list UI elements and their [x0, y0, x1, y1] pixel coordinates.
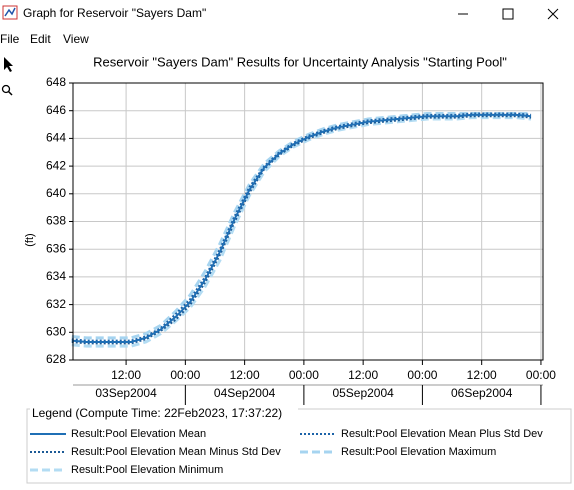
legend-label: Result:Pool Elevation Minimum: [71, 464, 223, 476]
legend-label: Result:Pool Elevation Mean Minus Std Dev: [71, 446, 281, 458]
series-line: [71, 116, 532, 348]
y-tick-label: 642: [46, 158, 66, 172]
series-line: [71, 111, 532, 340]
x-tick-label: 00:00: [289, 368, 319, 382]
y-tick-label: 634: [46, 269, 66, 283]
menu-edit[interactable]: Edit: [30, 32, 51, 46]
y-axis-label: (ft): [24, 233, 36, 246]
x-date-label: 03Sep2004: [95, 386, 157, 400]
x-date-label: 06Sep2004: [451, 386, 513, 400]
y-tick-label: 638: [46, 214, 66, 228]
series-line: [71, 113, 532, 343]
x-tick-label: 12:00: [467, 368, 497, 382]
menu-view[interactable]: View: [63, 32, 89, 46]
plot-frame: [72, 82, 544, 361]
series-line: [71, 112, 532, 342]
close-button[interactable]: [547, 8, 559, 20]
window-title: Graph for Reservoir "Sayers Dam": [23, 6, 206, 20]
y-tick-label: 640: [46, 186, 66, 200]
legend-box: [26, 408, 572, 484]
legend-label: Result:Pool Elevation Maximum: [341, 446, 496, 458]
legend-title: Legend (Compute Time: 22Feb2023, 17:37:2…: [32, 406, 282, 420]
zoom-tool-handle: [7, 90, 13, 96]
legend-title-bg: [30, 406, 298, 420]
x-tick-label: 12:00: [348, 368, 378, 382]
x-date-label: 05Sep2004: [332, 386, 394, 400]
menu-file[interactable]: File: [0, 32, 20, 46]
x-tick-label: 12:00: [111, 368, 141, 382]
maximize-button[interactable]: [502, 8, 514, 20]
y-tick-label: 648: [46, 75, 66, 89]
pointer-tool[interactable]: [4, 57, 13, 72]
series-line: [71, 115, 532, 345]
x-tick-label: 00:00: [170, 368, 200, 382]
y-tick-label: 644: [46, 131, 66, 145]
x-tick-label: 00:00: [526, 368, 556, 382]
y-tick-label: 628: [46, 352, 66, 366]
app-icon-graph: [4, 7, 16, 17]
y-tick-label: 646: [46, 103, 66, 117]
x-tick-label: 12:00: [230, 368, 260, 382]
chart-title: Reservoir "Sayers Dam" Results for Uncer…: [93, 54, 507, 69]
legend-label: Result:Pool Elevation Mean Plus Std Dev: [341, 428, 543, 440]
x-date-label: 04Sep2004: [214, 386, 276, 400]
title-bar: [0, 0, 574, 28]
x-tick-label: 00:00: [407, 368, 437, 382]
zoom-tool[interactable]: [1, 84, 11, 94]
legend-label: Result:Pool Elevation Mean: [71, 428, 206, 440]
y-tick-label: 636: [46, 241, 66, 255]
y-tick-label: 632: [46, 297, 66, 311]
y-tick-label: 630: [46, 324, 66, 338]
